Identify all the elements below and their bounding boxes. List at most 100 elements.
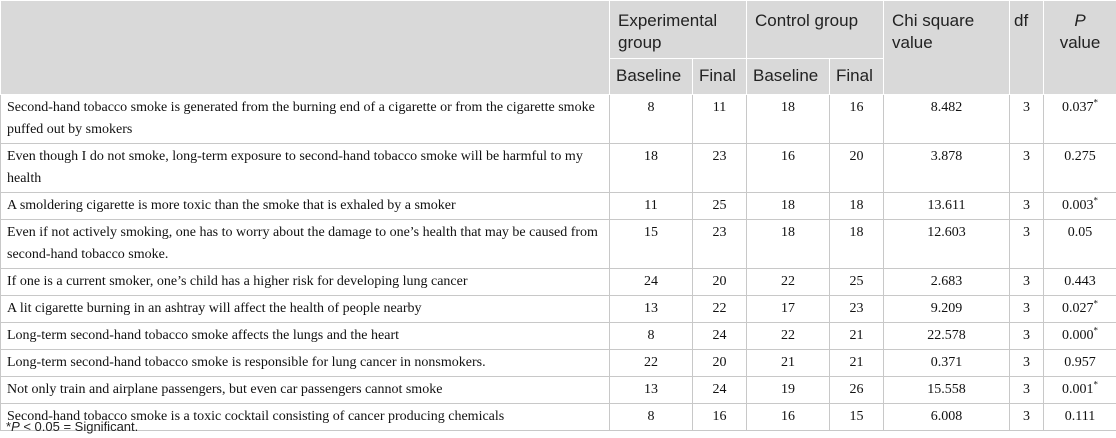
exp-baseline-cell-text: 13 — [644, 382, 658, 397]
chi-square-cell: 2.683 — [883, 268, 1011, 296]
statement-cell: Long-term second-hand tobacco smoke is r… — [0, 349, 610, 377]
exp-baseline-cell: 18 — [609, 143, 693, 193]
df-cell: 3 — [1009, 143, 1045, 193]
ctrl-baseline-cell: 16 — [746, 403, 831, 431]
exp-final-cell-text: 24 — [712, 382, 727, 397]
ctrl-baseline-header: Baseline — [746, 58, 831, 95]
df-cell: 3 — [1009, 376, 1045, 404]
exp-baseline-header: Baseline — [609, 58, 693, 95]
experimental-group-header: Experimental group — [608, 0, 748, 59]
p-value-cell-text: 0.443 — [1064, 274, 1096, 289]
exp-baseline-cell: 22 — [609, 349, 693, 377]
p-value-cell: 0.001* — [1043, 376, 1116, 404]
ctrl-final-cell: 18 — [829, 192, 885, 220]
df-cell-text: 3 — [1023, 382, 1031, 397]
table-row: Long-term second-hand tobacco smoke is r… — [0, 349, 1116, 377]
exp-final-cell: 11 — [691, 94, 748, 144]
ctrl-final-cell: 21 — [829, 322, 885, 350]
table-row: Second-hand tobacco smoke is generated f… — [0, 94, 1116, 144]
exp-final-cell: 24 — [691, 376, 748, 404]
p-value-cell-text: 0.001 — [1062, 382, 1094, 397]
table-row: A smoldering cigarette is more toxic tha… — [0, 192, 1116, 220]
footnote-text: < 0.05 = Significant. — [19, 419, 139, 434]
ctrl-final-cell-text: 26 — [849, 382, 864, 397]
footnote: *P < 0.05 = Significant. — [6, 419, 138, 434]
chi-square-cell: 12.603 — [883, 219, 1011, 269]
exp-final-cell: 23 — [691, 219, 748, 269]
statement-cell: Not only train and airplane passengers, … — [0, 376, 610, 404]
ctrl-final-cell-text: 15 — [849, 409, 864, 424]
chi-square-cell-text: 6.008 — [930, 409, 963, 424]
exp-baseline-cell-text: 13 — [644, 301, 658, 316]
p-value-cell: 0.05 — [1043, 219, 1116, 269]
ctrl-baseline-cell: 22 — [746, 322, 831, 350]
exp-final-cell: 23 — [691, 143, 748, 193]
exp-final-cell-text: 22 — [712, 301, 727, 316]
statement-cell-text: Long-term second-hand tobacco smoke affe… — [7, 328, 399, 343]
df-cell: 3 — [1009, 322, 1045, 350]
p-value-cell: 0.443 — [1043, 268, 1116, 296]
ctrl-baseline-cell-text: 18 — [781, 198, 796, 213]
exp-final-cell: 16 — [691, 403, 748, 431]
p-value-cell: 0.275 — [1043, 143, 1116, 193]
ctrl-baseline-cell-text: 18 — [781, 225, 796, 240]
chi-square-cell-text: 0.371 — [930, 355, 963, 370]
ctrl-final-cell: 18 — [829, 219, 885, 269]
table-row: Even if not actively smoking, one has to… — [0, 219, 1116, 269]
footnote-p: P — [11, 419, 20, 434]
significance-marker: * — [1093, 195, 1099, 206]
chi-square-cell-text: 9.209 — [930, 301, 963, 316]
table-row: Not only train and airplane passengers, … — [0, 376, 1116, 404]
df-header: df — [1009, 0, 1045, 95]
table-row: Second-hand tobacco smoke is a toxic coc… — [0, 403, 1116, 431]
exp-baseline-cell: 11 — [609, 192, 693, 220]
table-body: Second-hand tobacco smoke is generated f… — [0, 94, 1116, 431]
exp-final-cell: 20 — [691, 349, 748, 377]
ctrl-final-cell-text: 21 — [849, 328, 864, 343]
statement-cell-text: A smoldering cigarette is more toxic tha… — [7, 198, 456, 213]
ctrl-baseline-cell-text: 22 — [781, 328, 796, 343]
p-value-cell-text: 0.003 — [1062, 198, 1094, 213]
df-cell: 3 — [1009, 268, 1045, 296]
ctrl-baseline-cell: 19 — [746, 376, 831, 404]
exp-final-cell-text: 11 — [712, 100, 727, 115]
chi-square-cell: 0.371 — [883, 349, 1011, 377]
chi-square-cell-text: 2.683 — [930, 274, 963, 289]
ctrl-baseline-cell-text: 16 — [781, 149, 796, 164]
statement-cell: A smoldering cigarette is more toxic tha… — [0, 192, 610, 220]
df-cell-text: 3 — [1023, 274, 1031, 289]
df-cell-text: 3 — [1023, 149, 1031, 164]
p-value-header: P value — [1043, 0, 1116, 95]
ctrl-final-cell: 15 — [829, 403, 885, 431]
p-value-cell: 0.003* — [1043, 192, 1116, 220]
exp-baseline-cell: 24 — [609, 268, 693, 296]
statement-cell-text: If one is a current smoker, one’s child … — [7, 274, 468, 289]
chi-square-cell: 6.008 — [883, 403, 1011, 431]
exp-final-cell: 25 — [691, 192, 748, 220]
ctrl-baseline-cell: 18 — [746, 94, 831, 144]
ctrl-final-cell: 16 — [829, 94, 885, 144]
ctrl-baseline-cell-text: 18 — [781, 100, 796, 115]
chi-square-cell: 13.611 — [883, 192, 1011, 220]
statement-cell: Even if not actively smoking, one has to… — [0, 219, 610, 269]
exp-final-cell-text: 25 — [712, 198, 727, 213]
exp-final-cell: 22 — [691, 295, 748, 323]
statement-header — [0, 0, 610, 95]
chi-square-cell: 3.878 — [883, 143, 1011, 193]
p-value-header-label: value — [1059, 33, 1101, 52]
exp-baseline-cell-text: 15 — [644, 225, 658, 240]
exp-baseline-cell-text: 18 — [644, 149, 658, 164]
exp-baseline-cell-text: 8 — [647, 100, 655, 115]
chi-square-cell-text: 8.482 — [930, 100, 963, 115]
ctrl-baseline-cell: 22 — [746, 268, 831, 296]
statement-cell-text: Long-term second-hand tobacco smoke is r… — [7, 355, 486, 370]
exp-baseline-cell-text: 8 — [647, 328, 655, 343]
footnote-star: * — [6, 419, 12, 434]
p-value-cell-text: 0.027 — [1062, 301, 1094, 316]
ctrl-baseline-cell: 16 — [746, 143, 831, 193]
ctrl-baseline-cell-text: 17 — [781, 301, 796, 316]
p-value-cell-text: 0.275 — [1064, 149, 1096, 164]
exp-baseline-cell: 8 — [609, 322, 693, 350]
chi-square-cell: 22.578 — [883, 322, 1011, 350]
